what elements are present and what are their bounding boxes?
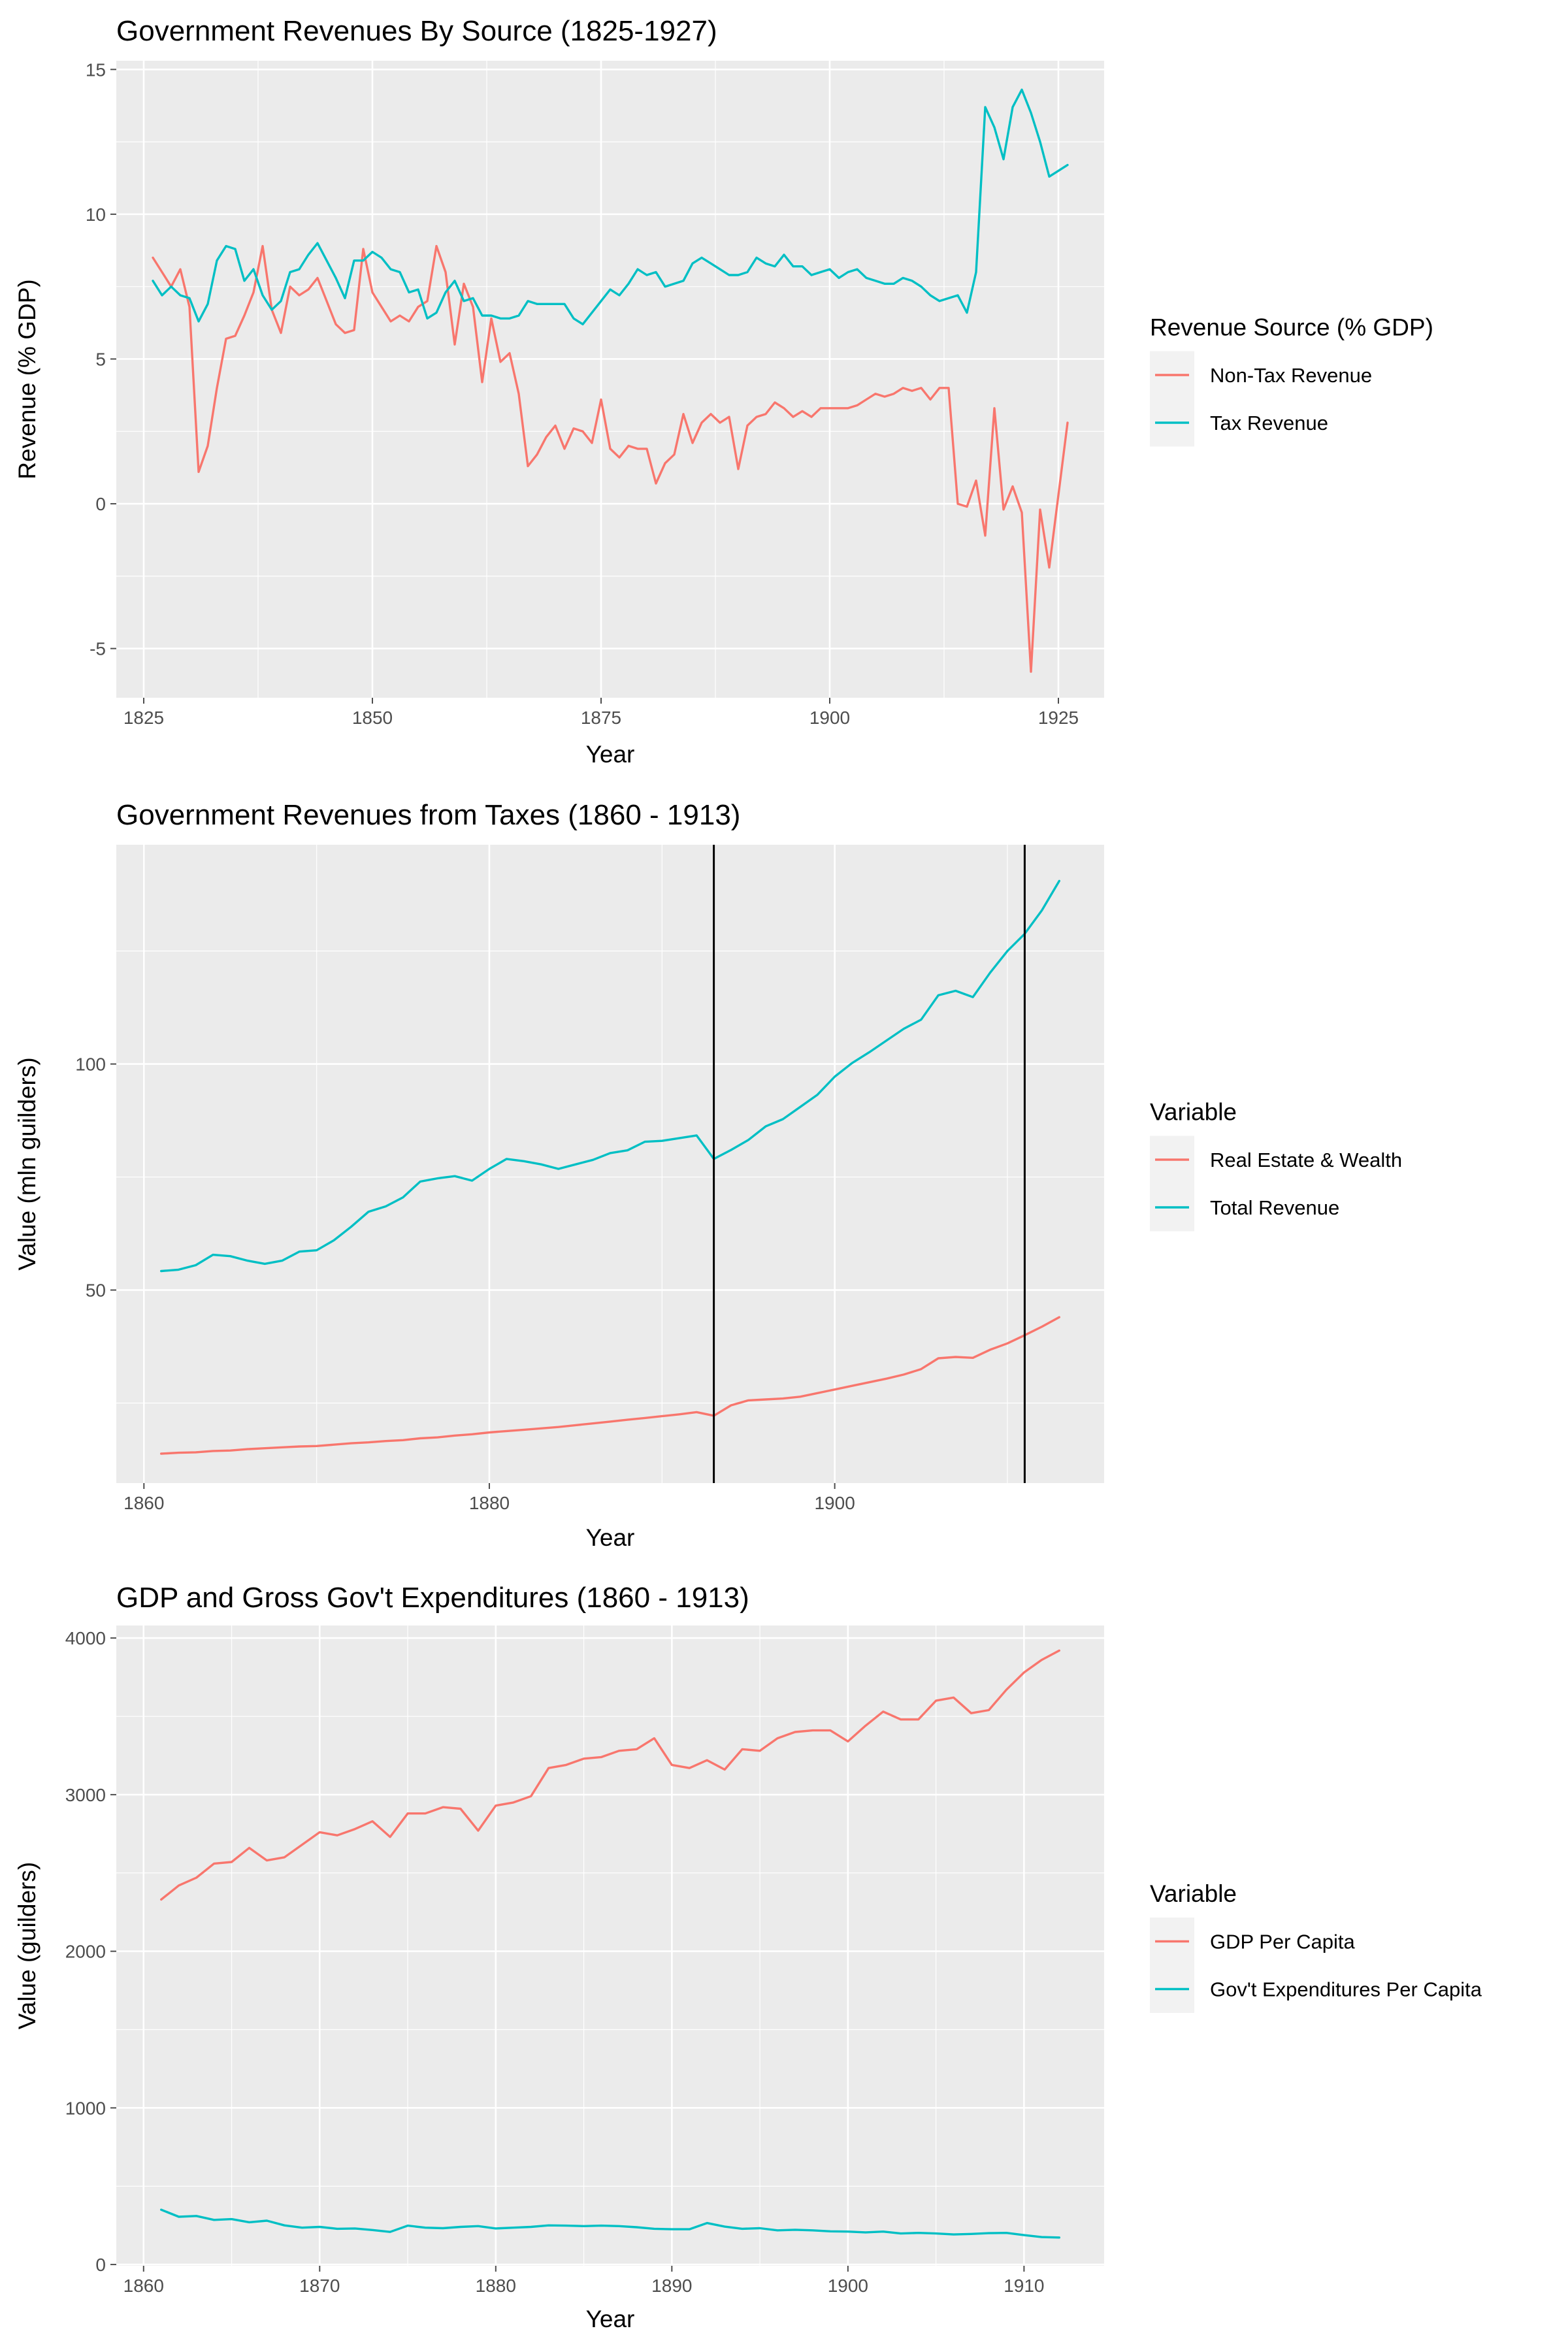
x-tick-label: 1860 — [123, 1493, 164, 1513]
y-axis-title: Revenue (% GDP) — [14, 279, 41, 479]
x-axis-title: Year — [586, 1524, 635, 1551]
y-tick-label: 10 — [86, 204, 106, 225]
plot-panel — [116, 845, 1104, 1483]
x-tick-label: 1880 — [476, 2276, 516, 2296]
x-tick-label: 1870 — [299, 2276, 340, 2296]
series-line-1 — [160, 1316, 1060, 1455]
x-tick-label: 1900 — [828, 2276, 868, 2296]
x-tick-label: 1925 — [1038, 708, 1079, 728]
legend: Variable GDP Per Capita Gov't Expenditures… — [1150, 1880, 1482, 2013]
series-line-2 — [160, 879, 1060, 1273]
legend: Revenue Source (% GDP) Non-Tax Revenue Tax… — [1150, 314, 1433, 447]
y-tick-label: 0 — [95, 494, 106, 514]
x-axis-title: Year — [586, 2306, 635, 2332]
series-line-2 — [152, 88, 1069, 325]
legend-label: Total Revenue — [1210, 1196, 1339, 1219]
chart-title: Government Revenues By Source (1825-1927… — [116, 15, 717, 47]
x-tick-label: 1850 — [352, 708, 393, 728]
legend-label: GDP Per Capita — [1210, 1931, 1355, 1953]
y-tick-label: 15 — [86, 59, 106, 80]
y-tick-label: -5 — [90, 639, 106, 659]
chart-1: 1825 1850 1875 1900 1925 -5 0 5 10 15 Government R… — [14, 15, 1433, 768]
series-line-1 — [160, 1649, 1060, 1901]
legend-title: Variable — [1150, 1880, 1237, 1907]
y-tick-label: 5 — [95, 349, 106, 369]
y-tick-label: 4000 — [65, 1628, 106, 1648]
legend-title: Variable — [1150, 1099, 1237, 1126]
y-tick-label: 1000 — [65, 2098, 106, 2118]
legend-label: Gov't Expenditures Per Capita — [1210, 1978, 1482, 2001]
x-tick-label: 1890 — [651, 2276, 692, 2296]
x-tick-label: 1900 — [814, 1493, 855, 1513]
chart-3: 1860 1870 1880 1890 1900 1910 0 1000 2000 3000 400… — [14, 1582, 1482, 2332]
x-axis-title: Year — [586, 741, 635, 768]
chart-2: 1860 1880 1900 50 100 Government Revenues fro… — [14, 799, 1402, 1551]
y-tick-label: 50 — [86, 1281, 106, 1301]
legend-label: Real Estate & Wealth — [1210, 1149, 1402, 1171]
y-tick-label: 0 — [95, 2255, 106, 2275]
x-tick-label: 1860 — [123, 2276, 164, 2296]
series-line-1 — [152, 244, 1069, 673]
x-tick-label: 1875 — [581, 708, 621, 728]
x-tick-label: 1880 — [469, 1493, 510, 1513]
legend-title: Revenue Source (% GDP) — [1150, 314, 1433, 341]
y-axis-title: Value (guilders) — [14, 1862, 41, 2029]
legend-label: Tax Revenue — [1210, 412, 1328, 434]
x-tick-label: 1910 — [1004, 2276, 1044, 2296]
x-tick-label: 1900 — [809, 708, 850, 728]
y-tick-label: 100 — [75, 1054, 106, 1075]
x-tick-label: 1825 — [123, 708, 164, 728]
y-tick-label: 2000 — [65, 1942, 106, 1962]
plot-panel — [116, 1625, 1104, 2266]
series-line-2 — [160, 2208, 1060, 2239]
chart-title: GDP and Gross Gov't Expenditures (1860 -… — [116, 1582, 749, 1614]
y-axis-title: Value (mln guilders) — [14, 1057, 41, 1270]
chart-title: Government Revenues from Taxes (1860 - 1… — [116, 799, 740, 831]
plot-panel — [116, 61, 1104, 698]
legend-label: Non-Tax Revenue — [1210, 364, 1372, 387]
y-tick-label: 3000 — [65, 1785, 106, 1805]
legend: Variable Real Estate & Wealth Total Revenu… — [1150, 1099, 1402, 1232]
